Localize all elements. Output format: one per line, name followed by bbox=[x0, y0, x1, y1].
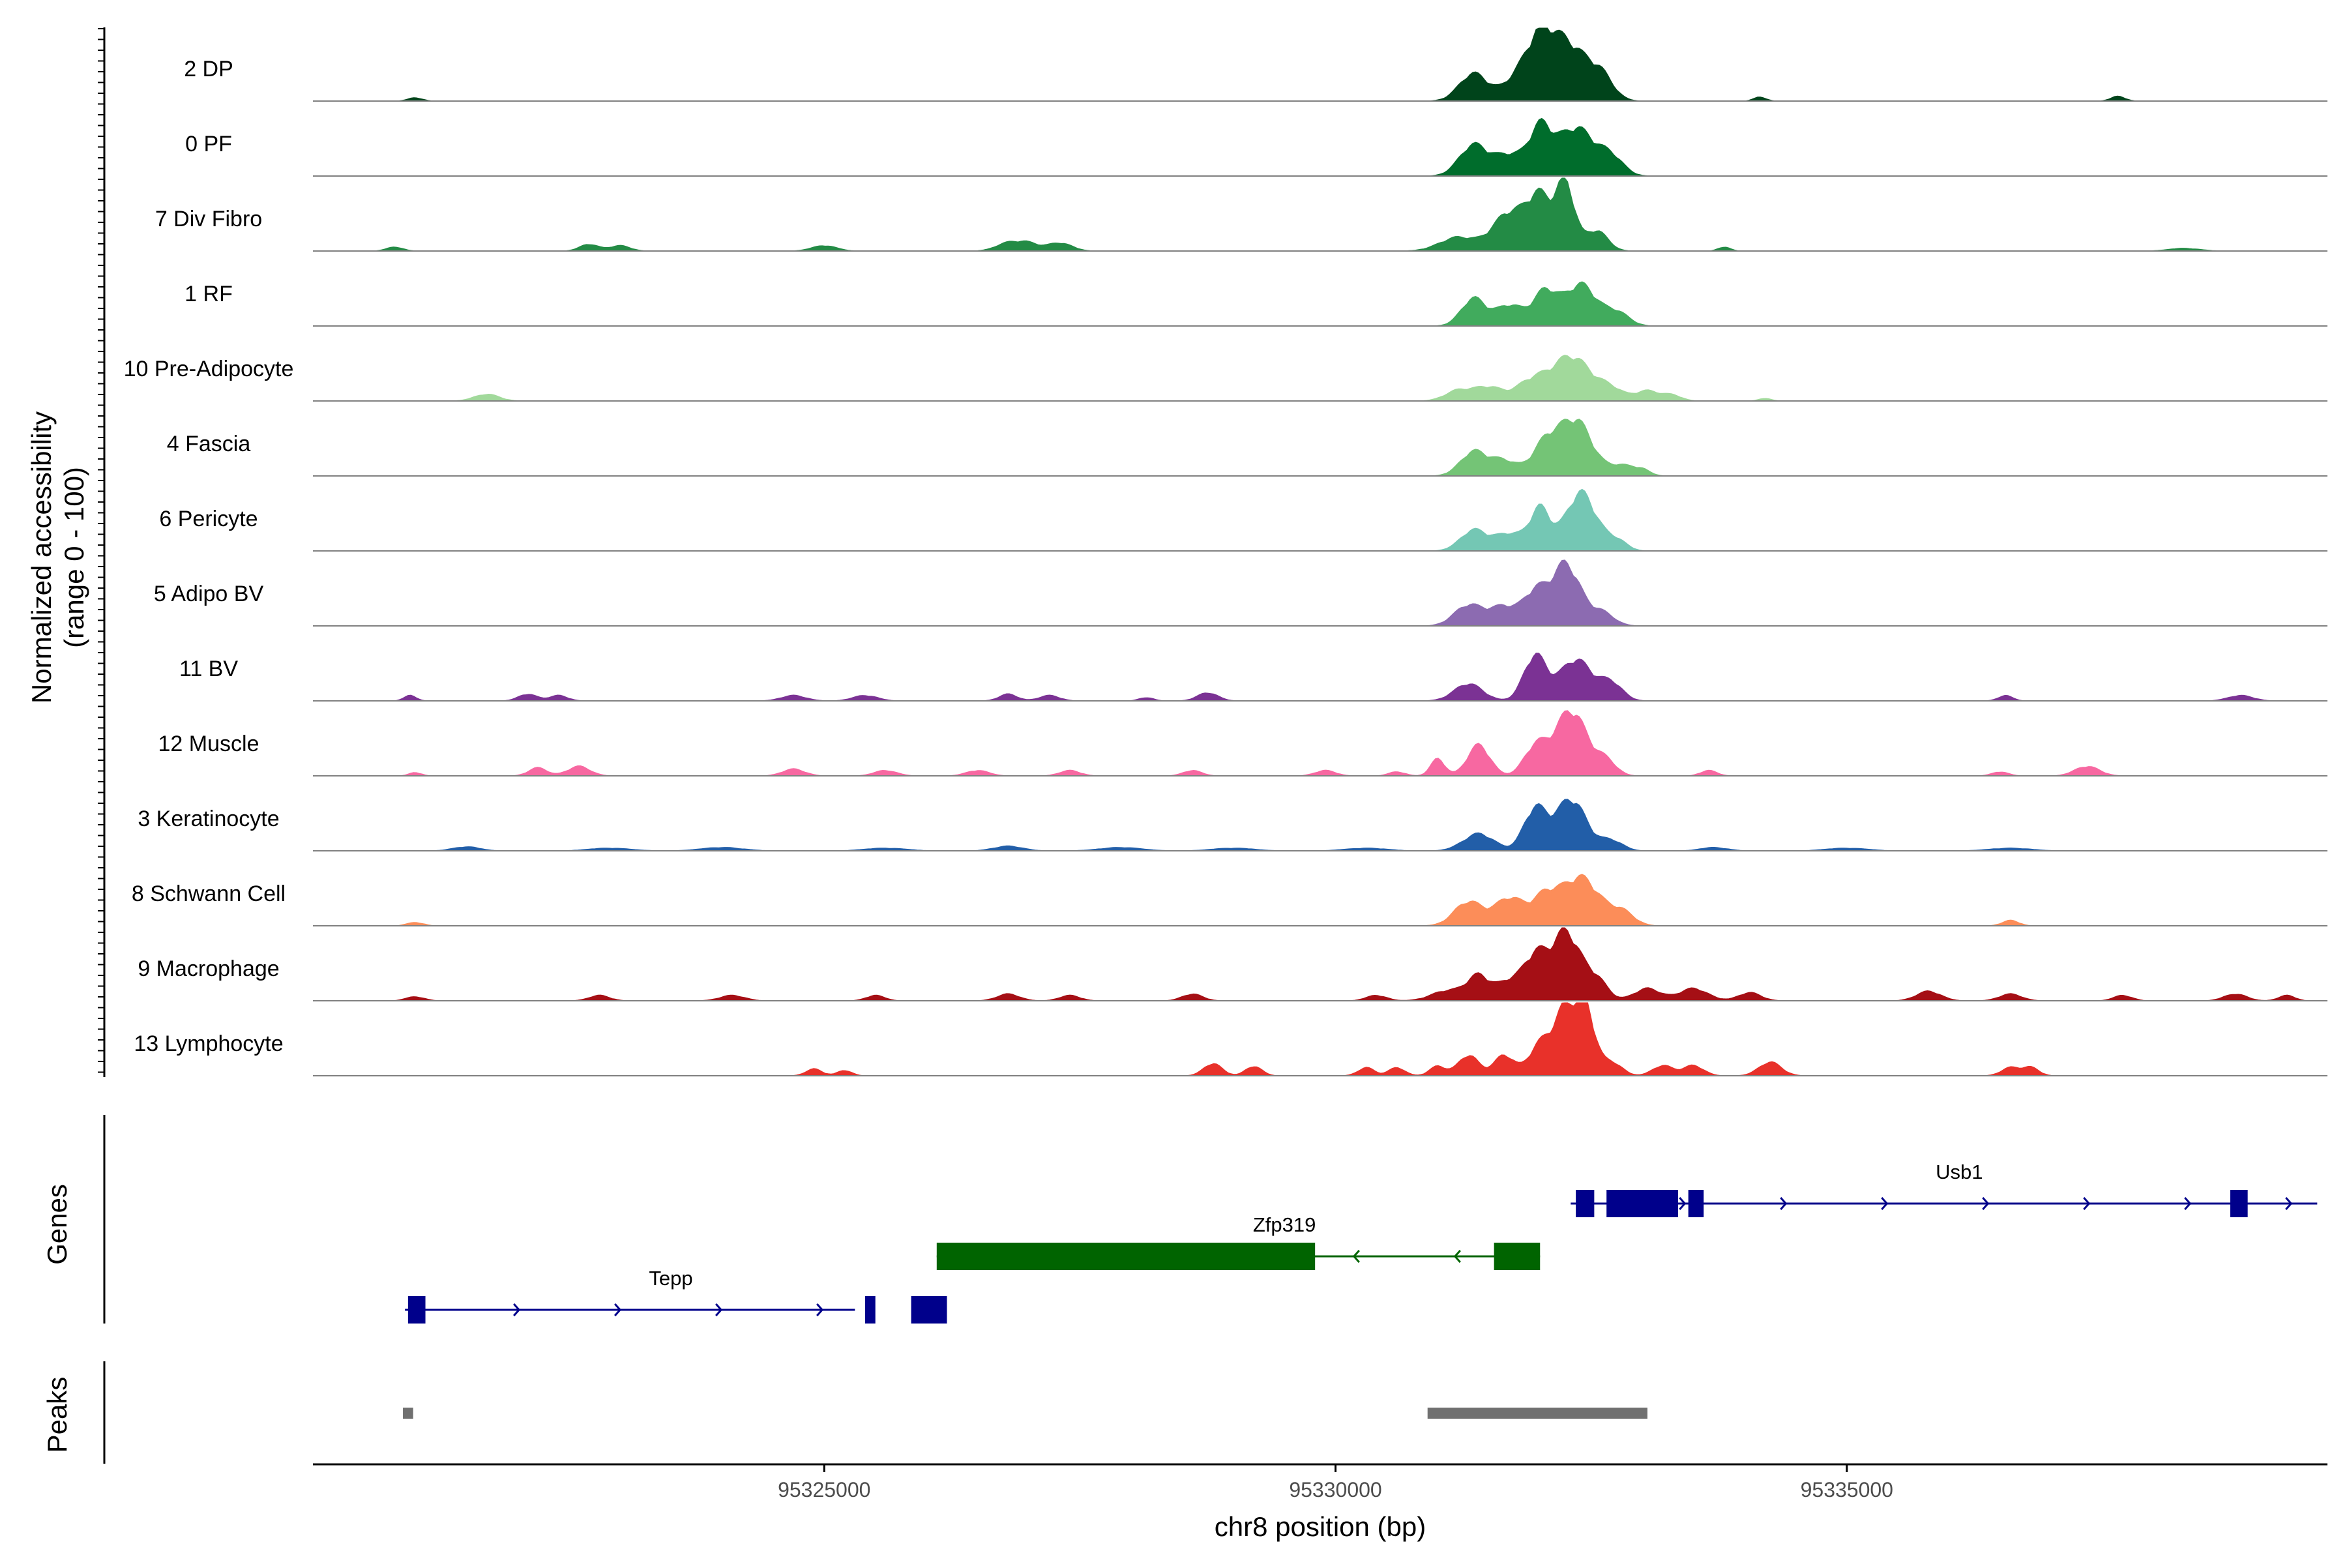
exon-block bbox=[1494, 1243, 1541, 1270]
track-9-macrophage: 9 Macrophage bbox=[138, 927, 2327, 1001]
coverage-area bbox=[313, 799, 2327, 851]
coverage-area bbox=[313, 488, 2327, 552]
genes-panel-title: Genes bbox=[42, 1184, 72, 1265]
coverage-area bbox=[313, 117, 2327, 177]
x-axis-title: chr8 position (bp) bbox=[1215, 1511, 1426, 1542]
x-tick-label: 95335000 bbox=[1801, 1478, 1893, 1501]
exon-block bbox=[936, 1243, 1316, 1270]
track-label: 4 Fascia bbox=[167, 432, 251, 456]
coverage-area bbox=[313, 1002, 2327, 1076]
peaks-panel bbox=[403, 1408, 1647, 1419]
strand-arrow-icon bbox=[2285, 1197, 2293, 1210]
coverage-area bbox=[313, 27, 2327, 102]
exon-block bbox=[1576, 1190, 1595, 1217]
track-5-adipo-bv: 5 Adipo BV bbox=[154, 559, 2327, 627]
exon-block bbox=[1606, 1190, 1678, 1217]
gene-tepp: Tepp bbox=[405, 1267, 947, 1324]
track-label: 9 Macrophage bbox=[138, 956, 279, 981]
strand-arrow-icon bbox=[1679, 1197, 1687, 1210]
track-label: 6 Pericyte bbox=[159, 507, 258, 531]
exon-block bbox=[407, 1296, 426, 1324]
track-label: 11 BV bbox=[179, 657, 238, 681]
coverage-area bbox=[313, 559, 2327, 627]
strand-arrow-icon bbox=[1453, 1250, 1461, 1263]
x-tick-label: 95325000 bbox=[778, 1478, 870, 1501]
track-3-keratinocyte: 3 Keratinocyte bbox=[138, 799, 2327, 851]
track-2-dp: 2 DP bbox=[184, 27, 2327, 102]
exon-block bbox=[865, 1296, 876, 1324]
x-axis: 95325000 95330000 95335000 bbox=[313, 1463, 2327, 1501]
strand-arrow-icon bbox=[513, 1303, 521, 1316]
track-1-rf: 1 RF bbox=[185, 281, 2327, 327]
track-8-schwann-cell: 8 Schwann Cell bbox=[132, 874, 2327, 926]
gene-label: Tepp bbox=[649, 1267, 692, 1290]
gene-usb1: Usb1 bbox=[1571, 1161, 2318, 1217]
strand-arrow-icon bbox=[1881, 1197, 1889, 1210]
track-label: 13 Lymphocyte bbox=[134, 1031, 283, 1056]
strand-arrow-icon bbox=[1352, 1250, 1360, 1263]
strand-arrow-icon bbox=[2184, 1197, 2192, 1210]
strand-arrow-icon bbox=[816, 1303, 824, 1316]
coverage-area bbox=[313, 281, 2327, 327]
track-4-fascia: 4 Fascia bbox=[167, 419, 2327, 477]
coverage-area bbox=[313, 710, 2327, 777]
track-6-pericyte: 6 Pericyte bbox=[159, 488, 2327, 552]
gene-label: Zfp319 bbox=[1253, 1213, 1316, 1236]
y-axis-title-line2: (range 0 - 100) bbox=[59, 467, 89, 648]
coverage-area bbox=[313, 177, 2327, 252]
track-10-pre-adipocyte: 10 Pre-Adipocyte bbox=[124, 355, 2327, 402]
strand-arrow-icon bbox=[1780, 1197, 1788, 1210]
track-11-bv: 11 BV bbox=[179, 653, 2327, 702]
genes-panel: Tepp Zfp319 Usb1 bbox=[405, 1161, 2318, 1324]
track-label: 0 PF bbox=[185, 132, 232, 156]
track-label: 7 Div Fibro bbox=[155, 207, 262, 231]
track-13-lymphocyte: 13 Lymphocyte bbox=[134, 1002, 2327, 1076]
coverage-area bbox=[313, 355, 2327, 402]
track-label: 12 Muscle bbox=[158, 732, 259, 756]
coverage-area bbox=[313, 653, 2327, 702]
accessibility-tracks: 2 DP 0 PF 7 Div Fibro 1 RF 10 Pre-Adipocyte 4… bbox=[124, 27, 2327, 1076]
exon-block bbox=[911, 1296, 947, 1324]
gene-label: Usb1 bbox=[1936, 1161, 1983, 1183]
track-label: 2 DP bbox=[184, 57, 233, 81]
peaks-panel-title: Peaks bbox=[42, 1377, 72, 1453]
x-tick-label: 95330000 bbox=[1289, 1478, 1381, 1501]
strand-arrow-icon bbox=[1982, 1197, 1990, 1210]
track-7-div-fibro: 7 Div Fibro bbox=[155, 177, 2327, 252]
track-label: 1 RF bbox=[185, 282, 233, 306]
peak-region bbox=[403, 1408, 413, 1419]
peak-region bbox=[1427, 1408, 1647, 1419]
exon-block bbox=[2230, 1190, 2248, 1217]
strand-arrow-icon bbox=[715, 1303, 723, 1316]
gene-zfp319: Zfp319 bbox=[936, 1213, 1541, 1270]
y-axis bbox=[98, 27, 106, 1464]
y-axis-title-line1: Normalized accessibility bbox=[26, 411, 57, 703]
track-label: 3 Keratinocyte bbox=[138, 806, 279, 831]
coverage-area bbox=[313, 874, 2327, 926]
track-label: 10 Pre-Adipocyte bbox=[124, 357, 294, 381]
track-label: 8 Schwann Cell bbox=[132, 881, 286, 906]
strand-arrow-icon bbox=[614, 1303, 622, 1316]
coverage-area bbox=[313, 419, 2327, 477]
strand-arrow-icon bbox=[2083, 1197, 2091, 1210]
track-0-pf: 0 PF bbox=[185, 117, 2327, 177]
exon-block bbox=[1688, 1190, 1704, 1217]
track-label: 5 Adipo BV bbox=[154, 582, 264, 606]
track-12-muscle: 12 Muscle bbox=[158, 710, 2327, 777]
coverage-area bbox=[313, 927, 2327, 1001]
